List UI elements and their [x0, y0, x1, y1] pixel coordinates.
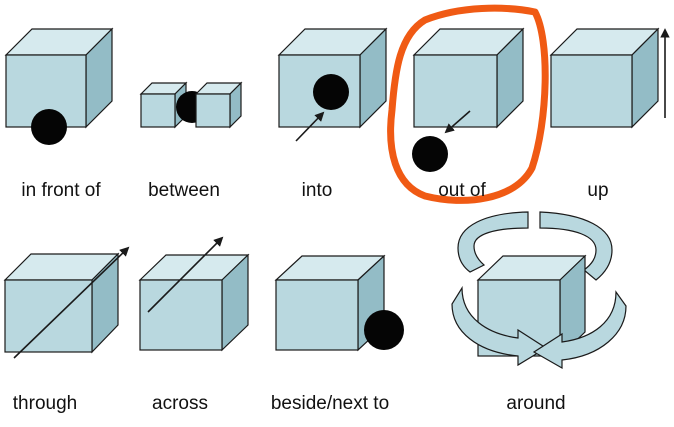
out-of-illustration — [387, 4, 549, 204]
label-between: between — [148, 180, 220, 201]
across-illustration — [138, 236, 250, 352]
around-arrow-back-right — [539, 211, 613, 281]
label-into: into — [301, 180, 333, 201]
label-across: across — [152, 393, 208, 414]
across-cube — [138, 253, 250, 352]
arrow — [295, 111, 325, 142]
label-around: around — [506, 393, 566, 414]
between-illustration — [139, 81, 243, 129]
around-arrow-back-left — [457, 211, 529, 273]
between-cube-right — [194, 81, 243, 129]
ball — [412, 136, 448, 172]
highlight-circle — [387, 4, 549, 204]
arrow — [444, 110, 471, 134]
arrow — [13, 246, 130, 359]
label-out-of: out of — [438, 180, 486, 201]
label-through: through — [12, 393, 78, 414]
arrow — [147, 236, 224, 313]
through-illustration — [3, 246, 130, 359]
out-of-cube — [412, 27, 525, 129]
beside-illustration — [274, 254, 404, 352]
up-cube — [549, 27, 660, 129]
label-in-front-of: in front of — [21, 180, 101, 201]
around-arrow-front-right — [532, 290, 627, 370]
around-illustration — [451, 211, 627, 370]
in-front-of-cube — [4, 27, 114, 129]
up-illustration — [549, 27, 670, 129]
ball — [364, 310, 404, 350]
around-arrow-front-left — [451, 285, 548, 367]
in-front-of-illustration — [4, 27, 114, 145]
ball — [313, 74, 349, 110]
ball — [31, 109, 67, 145]
into-illustration — [277, 27, 388, 142]
label-beside-next-to: beside/next to — [270, 393, 390, 414]
through-cube — [3, 252, 120, 354]
label-up: up — [587, 180, 609, 201]
